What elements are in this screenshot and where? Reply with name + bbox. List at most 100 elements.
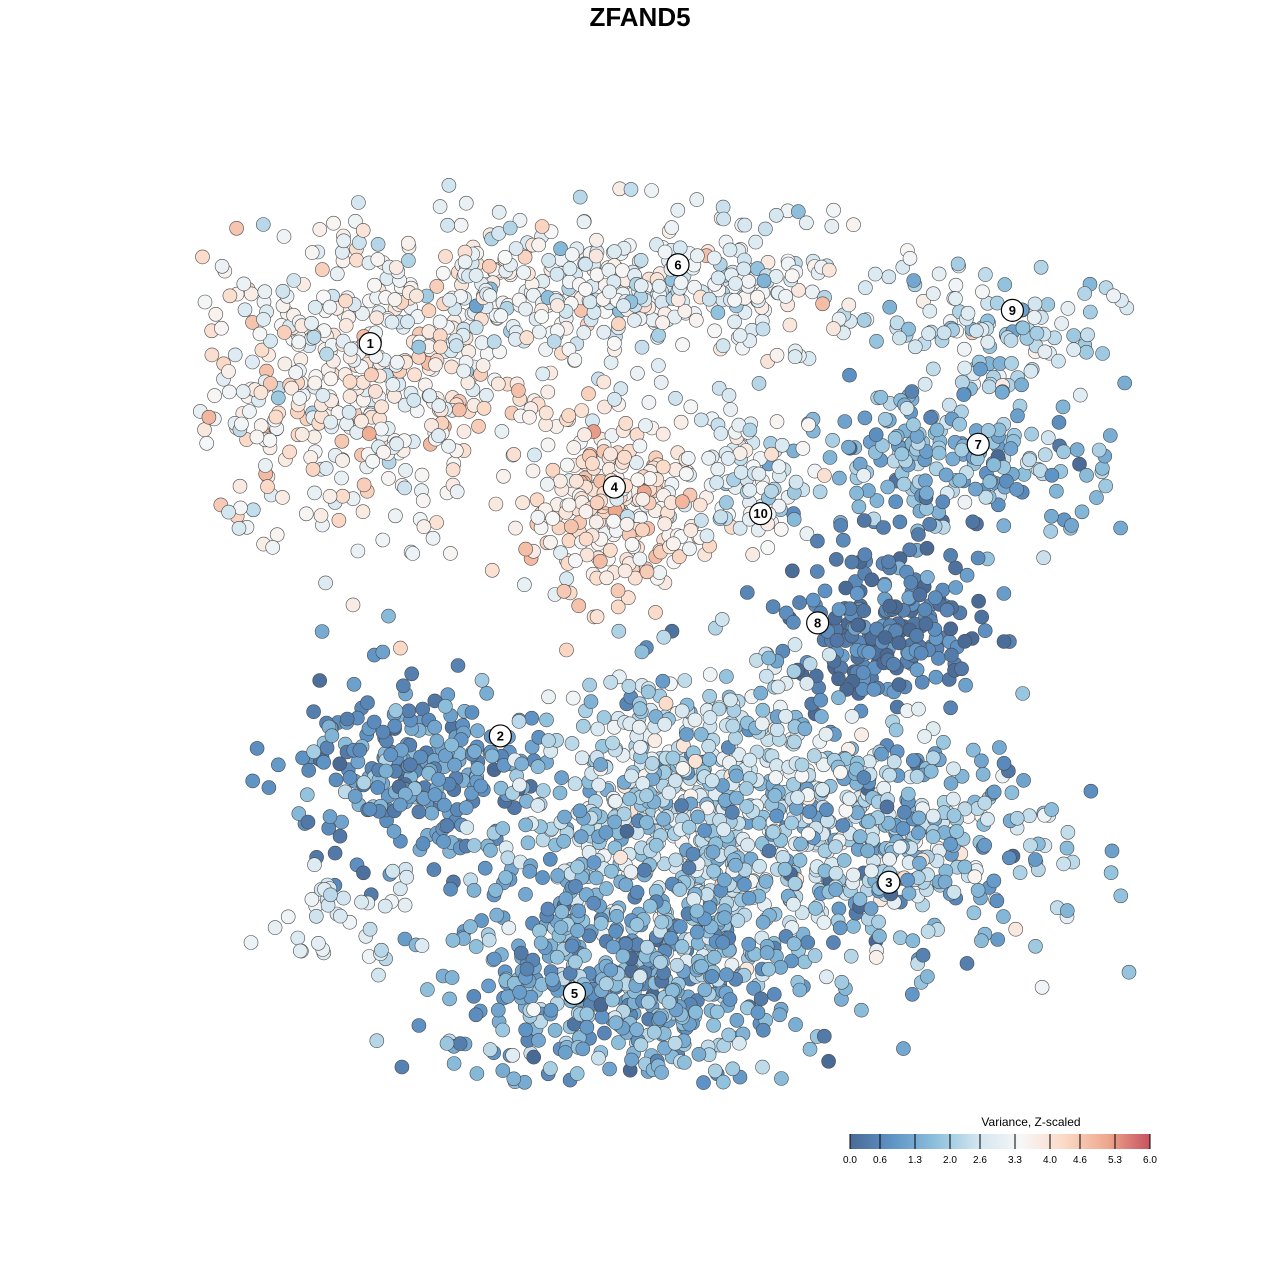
data-point [880, 479, 896, 495]
data-point [1066, 328, 1081, 343]
data-point [939, 602, 955, 618]
data-point [773, 959, 789, 975]
cluster-label-text: 7 [975, 437, 982, 452]
data-point [773, 521, 789, 537]
data-point [526, 1002, 542, 1017]
data-point [319, 740, 335, 756]
data-point [956, 387, 972, 402]
data-point [959, 567, 975, 583]
data-point [582, 294, 598, 310]
data-point [925, 750, 941, 766]
data-point [466, 882, 482, 898]
data-point [468, 939, 484, 954]
data-point [227, 347, 243, 363]
data-point [699, 528, 715, 544]
data-point [531, 1033, 546, 1048]
data-point [318, 461, 334, 476]
data-point [792, 595, 807, 610]
data-point [605, 735, 620, 751]
cluster-label: 2 [488, 724, 512, 748]
data-point [732, 520, 748, 536]
data-point [788, 474, 804, 490]
data-point [565, 690, 581, 706]
data-point [399, 869, 414, 885]
data-point [569, 473, 584, 489]
data-point [784, 563, 800, 579]
data-point [541, 253, 557, 268]
data-point [846, 919, 861, 934]
data-point [342, 374, 358, 389]
data-point [786, 936, 802, 952]
data-point [923, 763, 939, 779]
data-point [552, 473, 568, 489]
data-point [982, 474, 998, 490]
data-point [769, 414, 785, 429]
cluster-label: 7 [966, 432, 990, 456]
data-point [741, 273, 756, 289]
data-point [1072, 456, 1087, 472]
data-point [1079, 467, 1094, 483]
data-point [784, 953, 799, 969]
data-point [750, 1005, 766, 1020]
data-point [538, 405, 554, 421]
data-point [656, 629, 672, 645]
data-point [506, 447, 522, 462]
data-point [709, 475, 725, 490]
data-point [561, 497, 577, 513]
data-point [519, 330, 535, 346]
data-point [792, 852, 808, 868]
data-point [570, 859, 585, 875]
data-point [596, 324, 612, 340]
data-point [895, 821, 911, 836]
data-point [728, 857, 743, 873]
data-point [617, 563, 633, 579]
data-point [923, 410, 938, 425]
data-point [917, 376, 933, 392]
data-point [1083, 783, 1099, 799]
data-point [563, 519, 579, 534]
cluster-label-text: 6 [674, 257, 681, 272]
data-point [787, 876, 803, 891]
data-point [629, 917, 645, 932]
data-point [208, 306, 224, 322]
data-point [901, 886, 917, 901]
data-point [915, 947, 931, 963]
data-point [607, 814, 622, 830]
data-point [974, 609, 990, 625]
data-point [755, 321, 771, 337]
data-point [832, 470, 847, 486]
data-point [343, 341, 359, 357]
data-point [401, 703, 417, 719]
data-point [867, 266, 883, 282]
data-point [844, 709, 860, 724]
data-point [522, 409, 537, 425]
data-point [246, 502, 261, 518]
data-point [637, 862, 652, 878]
data-point [304, 892, 320, 907]
legend-tick-label: 5.3 [1108, 1155, 1122, 1166]
data-point [260, 479, 275, 494]
data-point [804, 284, 820, 300]
data-point [749, 653, 764, 668]
data-point [801, 826, 816, 842]
data-point [324, 728, 340, 744]
data-point [802, 656, 818, 672]
data-point [887, 430, 903, 446]
data-point [697, 823, 712, 838]
data-point [914, 674, 930, 690]
data-point [424, 805, 440, 821]
data-point [458, 195, 474, 211]
data-point [837, 414, 853, 429]
data-point [925, 286, 941, 302]
data-point [598, 976, 614, 992]
data-point [541, 689, 556, 705]
data-point [449, 484, 465, 500]
data-point [322, 299, 338, 315]
data-point [969, 323, 984, 339]
data-point [550, 868, 566, 883]
data-point [405, 546, 421, 561]
data-point [639, 564, 655, 580]
data-point [540, 476, 555, 492]
data-point [661, 785, 677, 801]
data-point [619, 823, 635, 839]
